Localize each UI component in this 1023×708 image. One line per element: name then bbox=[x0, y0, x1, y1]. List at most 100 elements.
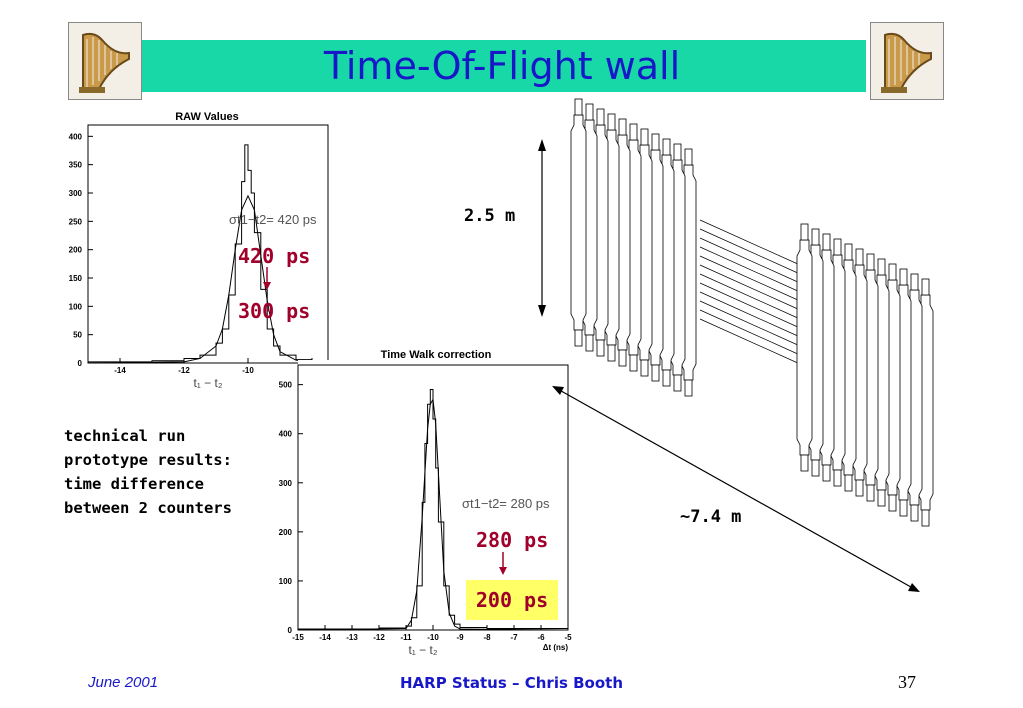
height-dimension-arrow bbox=[538, 139, 546, 317]
photomultiplier bbox=[640, 128, 649, 146]
x-tick-label: -12 bbox=[373, 633, 385, 642]
page-number: 37 bbox=[898, 672, 916, 692]
note-line: time difference bbox=[64, 475, 204, 493]
cable bbox=[699, 291, 801, 338]
photomultiplier bbox=[800, 223, 809, 241]
x-tick-label: -7 bbox=[510, 633, 518, 642]
gaussian-fit-series bbox=[297, 397, 569, 631]
photomultiplier bbox=[574, 98, 583, 116]
cable bbox=[699, 228, 801, 275]
photomultiplier bbox=[910, 504, 919, 522]
photomultiplier bbox=[618, 118, 627, 136]
photomultiplier bbox=[800, 454, 809, 472]
photomultiplier bbox=[585, 103, 594, 121]
y-tick-label: 350 bbox=[69, 161, 83, 170]
cable bbox=[699, 318, 801, 365]
chart-title: Time Walk correction bbox=[381, 349, 492, 361]
photomultiplier bbox=[899, 268, 908, 286]
photomultiplier bbox=[811, 459, 820, 477]
x-tick-label: -15 bbox=[292, 633, 304, 642]
x-tick-label: -11 bbox=[400, 633, 412, 642]
harp-icon bbox=[870, 22, 944, 100]
tof-wall-diagram bbox=[538, 98, 934, 592]
x-tick-label: -13 bbox=[346, 633, 358, 642]
note-line: technical run bbox=[64, 427, 186, 445]
photomultiplier bbox=[662, 138, 671, 156]
x-unit-label: Δt (ns) bbox=[543, 643, 569, 652]
photomultiplier bbox=[855, 248, 864, 266]
plot-frame bbox=[87, 124, 329, 364]
x-tick-label: -8 bbox=[483, 633, 491, 642]
height-label: 2.5 m bbox=[464, 206, 516, 226]
photomultiplier bbox=[651, 133, 660, 151]
photomultiplier bbox=[877, 489, 886, 507]
gaussian-fit-series bbox=[87, 194, 329, 364]
cable bbox=[699, 282, 801, 329]
resolution-after-highlight: 200 ps bbox=[466, 580, 558, 620]
title-bar bbox=[138, 40, 866, 92]
y-tick-label: 200 bbox=[69, 246, 83, 255]
y-tick-label: 0 bbox=[288, 626, 293, 635]
scintillator-bar bbox=[570, 114, 587, 331]
photomultiplier bbox=[888, 263, 897, 281]
y-tick-label: 200 bbox=[279, 528, 293, 537]
photomultiplier bbox=[629, 123, 638, 141]
cable bbox=[699, 246, 801, 293]
photomultiplier bbox=[888, 494, 897, 512]
photomultiplier bbox=[822, 464, 831, 482]
down-arrow-icon bbox=[499, 552, 507, 575]
y-tick-label: 100 bbox=[69, 302, 83, 311]
photomultiplier bbox=[684, 148, 693, 166]
cable bbox=[699, 300, 801, 347]
photomultiplier bbox=[640, 359, 649, 377]
cable bbox=[699, 255, 801, 302]
footer-title: HARP Status – Chris Booth bbox=[399, 674, 623, 692]
y-tick-label: 50 bbox=[73, 331, 82, 340]
photomultiplier bbox=[596, 339, 605, 357]
scintillator-bar bbox=[796, 239, 813, 456]
chart-title: RAW Values bbox=[175, 111, 239, 123]
photomultiplier bbox=[855, 479, 864, 497]
sigma-label: σt1−t2= 420 ps bbox=[229, 212, 317, 227]
y-tick-label: 150 bbox=[69, 274, 83, 283]
photomultiplier bbox=[921, 278, 930, 296]
cable bbox=[699, 219, 801, 266]
photomultiplier bbox=[585, 334, 594, 352]
photomultiplier bbox=[866, 484, 875, 502]
photomultiplier bbox=[618, 349, 627, 367]
photomultiplier bbox=[629, 354, 638, 372]
cable bbox=[699, 309, 801, 356]
x-tick-label: -9 bbox=[456, 633, 464, 642]
x-tick-label: -5 bbox=[564, 633, 572, 642]
photomultiplier bbox=[921, 509, 930, 527]
resolution-after: 300 ps bbox=[238, 299, 311, 323]
notes-block: technical run prototype results: time di… bbox=[64, 424, 232, 520]
cable bbox=[699, 264, 801, 311]
resolution-before: 420 ps bbox=[238, 244, 311, 268]
photomultiplier bbox=[662, 369, 671, 387]
photomultiplier bbox=[844, 243, 853, 261]
y-tick-label: 250 bbox=[69, 217, 83, 226]
photomultiplier bbox=[899, 499, 908, 517]
footer-date: June 2001 bbox=[88, 674, 159, 691]
photomultiplier bbox=[910, 273, 919, 291]
photomultiplier bbox=[607, 113, 616, 131]
harp-icon bbox=[68, 22, 142, 100]
x-tick-label: -10 bbox=[242, 366, 254, 375]
photomultiplier bbox=[673, 143, 682, 161]
y-tick-label: 400 bbox=[69, 132, 83, 141]
photomultiplier bbox=[866, 253, 875, 271]
photomultiplier bbox=[684, 379, 693, 397]
photomultiplier bbox=[822, 233, 831, 251]
length-dimension-arrow bbox=[552, 386, 920, 592]
note-line: between 2 counters bbox=[64, 499, 232, 517]
x-tick-label: -12 bbox=[178, 366, 190, 375]
y-tick-label: 300 bbox=[69, 189, 83, 198]
photomultiplier bbox=[833, 238, 842, 256]
length-label: ~7.4 m bbox=[680, 507, 742, 527]
x-axis-label: t₁ − t₂ bbox=[408, 643, 437, 657]
photomultiplier bbox=[811, 228, 820, 246]
y-tick-label: 100 bbox=[279, 577, 293, 586]
note-line: prototype results: bbox=[64, 451, 232, 469]
y-tick-label: 0 bbox=[78, 359, 83, 368]
